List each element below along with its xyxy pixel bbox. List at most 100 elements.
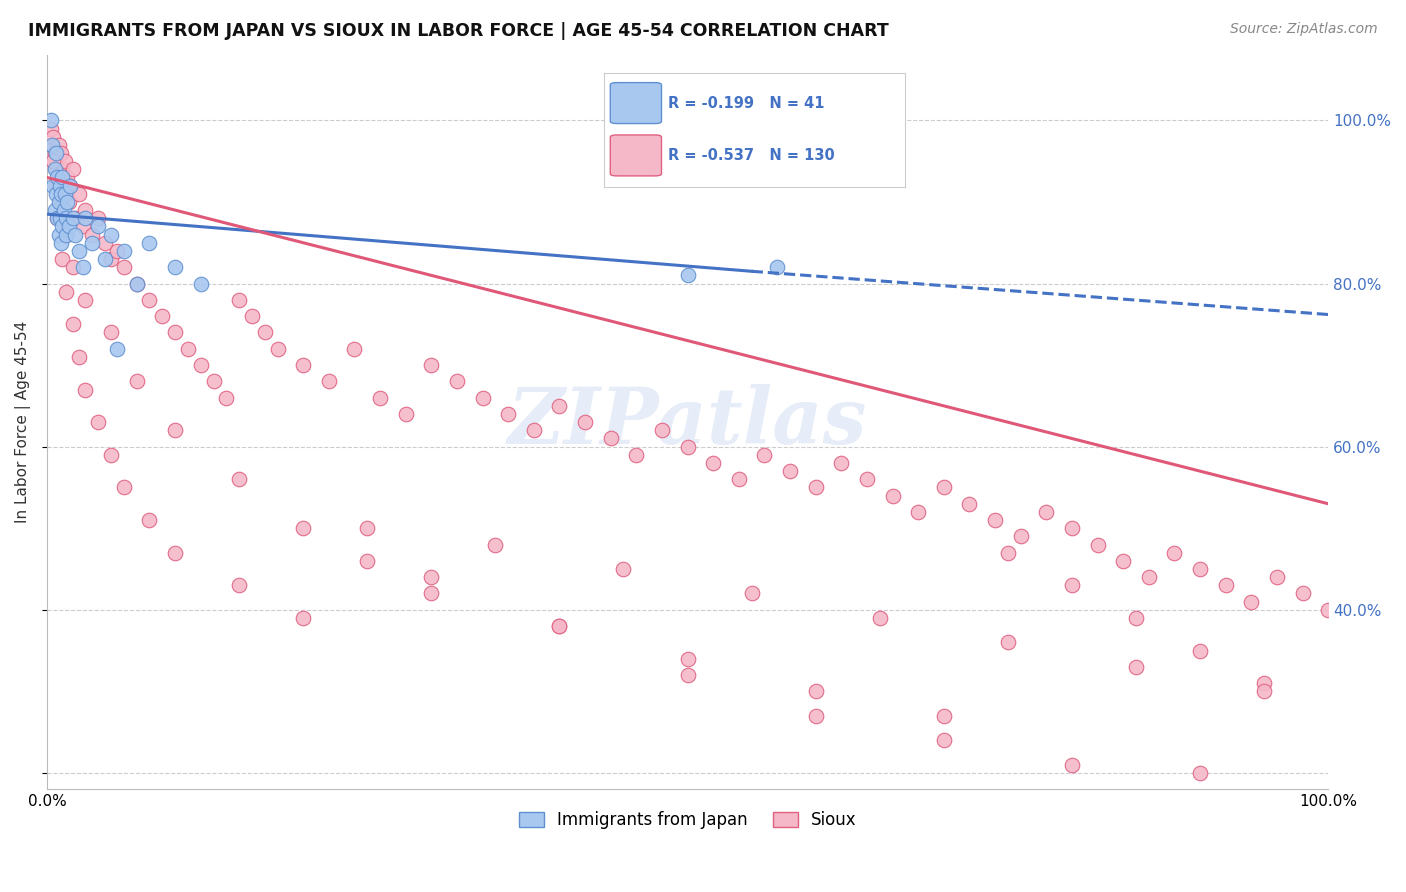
Point [72,260,94,275]
Point [100,448,122,462]
Point [997,546,1019,560]
Point [49,170,72,185]
Point [59,178,82,193]
Point [1125,611,1147,625]
Point [41,137,63,152]
Point [1189,562,1212,576]
Point [356,521,378,535]
Point [1291,586,1313,600]
Point [138,513,160,527]
Point [48,194,70,209]
Point [125,277,148,291]
Point [882,489,904,503]
Point [41,137,63,152]
Point [548,619,571,633]
Point [45,186,67,201]
Point [107,244,129,258]
Point [55,186,77,201]
Point [484,537,506,551]
Point [138,293,160,307]
Point [46,170,69,185]
Point [676,440,699,454]
Point [228,293,250,307]
Point [39,121,62,136]
Point [62,318,84,332]
Point [150,309,173,323]
Point [292,358,315,372]
Point [63,211,86,226]
Point [177,342,200,356]
Point [932,708,955,723]
Point [523,423,546,437]
Point [1087,537,1109,551]
Point [766,260,789,275]
Point [51,219,73,234]
Point [52,178,75,193]
Point [45,178,67,193]
Point [1317,603,1340,617]
Point [80,235,103,250]
Point [190,277,212,291]
Point [44,146,66,161]
Point [46,211,69,226]
Point [779,464,801,478]
Point [49,235,72,250]
Point [138,235,160,250]
Point [190,358,212,372]
Point [100,252,122,266]
Point [754,448,776,462]
Point [1253,676,1275,690]
Point [856,472,879,486]
Point [49,178,72,193]
Point [58,219,80,234]
Point [1137,570,1160,584]
Point [804,684,827,698]
Point [67,244,90,258]
Point [741,586,763,600]
Point [266,342,288,356]
Point [932,480,955,494]
Point [228,472,250,486]
Point [165,260,187,275]
Point [55,227,77,242]
Point [42,129,65,144]
Point [75,293,97,307]
Point [1265,570,1288,584]
Point [1125,660,1147,674]
Point [1189,765,1212,780]
Point [42,154,65,169]
Point [292,611,315,625]
Point [93,252,115,266]
Point [75,383,97,397]
Point [107,342,129,356]
Point [46,162,69,177]
Point [202,375,225,389]
Y-axis label: In Labor Force | Age 45-54: In Labor Force | Age 45-54 [15,321,31,524]
Point [44,203,66,218]
Point [626,448,648,462]
Point [1112,554,1135,568]
Point [599,432,621,446]
Point [87,211,110,226]
Point [446,375,468,389]
Point [53,154,76,169]
Point [112,260,135,275]
Point [228,578,250,592]
Point [87,219,110,234]
Point [49,146,72,161]
Point [984,513,1007,527]
Point [292,521,315,535]
Point [45,146,67,161]
Point [253,326,276,340]
Point [53,186,76,201]
Point [395,407,418,421]
Point [93,235,115,250]
Point [87,415,110,429]
Point [58,194,80,209]
Point [1060,578,1083,592]
Point [63,227,86,242]
Point [51,162,73,177]
Point [72,219,94,234]
Point [1215,578,1237,592]
Point [51,252,73,266]
